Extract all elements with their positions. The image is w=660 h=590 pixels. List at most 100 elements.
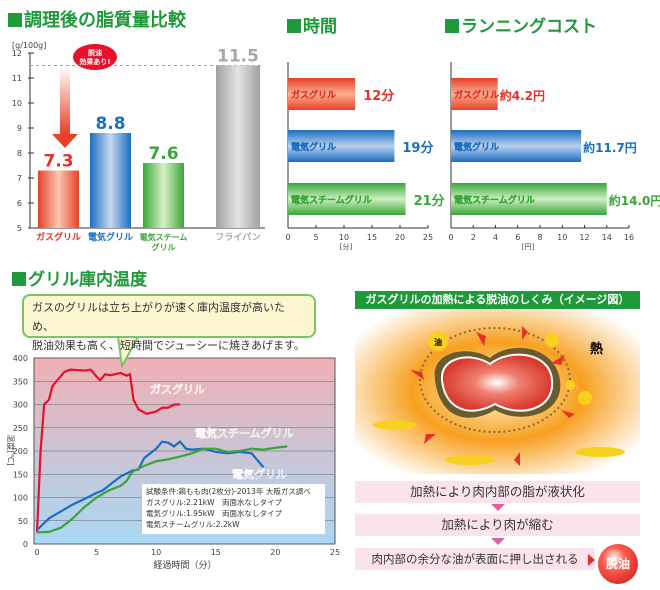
heading-time: 時間 [287,12,337,37]
y-tick-label: 100 [13,494,28,503]
oil-drop-icon [578,391,592,405]
heading-text: ランニングコスト [461,17,597,37]
oil-pool-icon [575,447,625,457]
degreasing-illustration: 油 熱 [355,309,640,474]
x-axis-label: 経過時間（分） [153,559,216,571]
x-tick-label: 20 [270,548,280,557]
bar-label: 電気スチームグリル [291,194,372,206]
y-tick-label: 6 [17,199,22,208]
note-line: 電気グリル:1.95kW 両面水なしタイプ [146,509,282,518]
value-label: 8.8 [95,114,125,134]
bar-3 [216,65,260,228]
category-label: ガスグリル [36,231,81,243]
bar-0 [288,78,356,110]
bar-label: 電気スチームグリル [454,194,535,206]
y-tick-label: 250 [13,424,28,433]
y-unit: [g/100g] [12,41,46,50]
bar-2 [143,163,184,228]
oil-drop-icon [545,333,559,347]
x-unit: [分] [340,242,353,251]
arrow-shaft [60,66,70,134]
value-label: 7.6 [148,144,178,164]
value-label: 7.3 [43,152,73,172]
oil-pool-icon [445,455,495,465]
y-tick-label: 50 [18,517,28,526]
series-label: 電気スチームグリル [195,426,294,440]
bar-1 [90,133,131,228]
series-line-2 [36,445,288,534]
value-label: 19分 [402,140,433,156]
bar-label: ガスグリル [291,89,336,101]
bar-0 [38,170,79,228]
y-tick-label: 150 [13,470,28,479]
bar-label: 電気グリル [291,141,336,153]
heading-text: グリル庫内温度 [28,270,147,290]
category-label: フライパン [215,231,260,243]
heading-text: 時間 [303,17,337,37]
x-tick-label: 20 [395,233,405,242]
arrow-down-icon [52,134,78,148]
x-tick-label: 15 [367,233,377,242]
oil-pool-icon [373,420,417,430]
x-tick-label: 12 [579,233,589,242]
y-tick-label: 8 [17,149,22,158]
category-label: 電気グリル [88,231,133,243]
arrow-right-icon [588,554,595,566]
annotation-badge [73,44,117,70]
category-label: 電気スチーム [140,232,188,242]
x-tick-label: 0 [285,233,290,242]
y-tick-label: 11 [12,74,22,83]
x-tick-label: 25 [423,233,433,242]
heading-text: 調理後の脂質量比較 [24,10,186,31]
y-tick-label: 7 [17,174,22,183]
value-label: 約14.0円 [609,193,660,208]
value-label: 12分 [363,88,394,104]
bar-2 [288,183,406,215]
callout-line: ガスのグリルは立ち上がりが速く庫内温度が高いため、 [32,301,285,333]
y-tick-label: 300 [13,401,28,410]
heat-label: 熱 [590,341,603,357]
heat-arrows [410,326,575,466]
series-line-0 [35,368,181,533]
diagram-title: ガスグリルの加熱による脱油のしくみ（イメージ図） [355,291,640,309]
oil-drop-icon [565,380,575,390]
bar-label: 電気グリル [454,141,499,153]
bar-1 [288,130,395,162]
callout-line: 脱油効果も高く、短時間でジューシーに焼きあげます。 [32,339,305,352]
x-tick-label: 5 [94,548,99,557]
note-line: 試験条件:鶏もも肉(2枚分)-2013年 大阪ガス調べ [146,487,311,496]
meat-icon [440,353,554,412]
bar-2 [451,183,607,215]
bar-label: ガスグリル [454,89,499,101]
step-1: 加熱により肉内部の脂が液状化 [355,481,640,503]
note-line: ガスグリル:2.21kW 両面水なしタイプ [146,498,282,507]
y-tick-label: 5 [17,224,22,233]
x-tick-label: 6 [515,233,520,242]
x-tick-label: 15 [211,548,221,557]
oil-label: 油 [434,337,442,347]
value-label: 約4.2円 [500,88,545,103]
series-line-1 [36,440,265,531]
y-tick-label: 12 [12,49,22,58]
x-tick-label: 8 [537,233,542,242]
y-tick-label: 350 [13,377,28,386]
value-label: 11.5 [217,47,259,67]
heading-temp: グリル庫内温度 [12,265,147,290]
x-tick-label: 14 [602,233,612,242]
x-tick-label: 10 [557,233,567,242]
heading-fat: 調理後の脂質量比較 [8,6,186,32]
x-tick-label: 4 [493,233,498,242]
fat-chart: [g/100g] 5 6 7 8 9 10 11 12 7.3 ガスグリル 8.8 電気グリル 7.6 電気… [12,41,265,252]
x-tick-label: 0 [34,548,39,557]
y-tick-label: 9 [17,124,22,133]
callout-bubble: ガスのグリルは立ち上がりが速く庫内温度が高いため、 脱油効果も高く、短時間でジュ… [22,294,316,352]
step-3: 肉内部の余分な油が表面に押し出される [355,548,595,570]
series-label: 電気グリル [232,467,287,481]
x-tick-label: 2 [471,233,476,242]
arrow-down-icon [491,504,505,511]
annotation-text-cont: 効果あり! [79,57,110,66]
